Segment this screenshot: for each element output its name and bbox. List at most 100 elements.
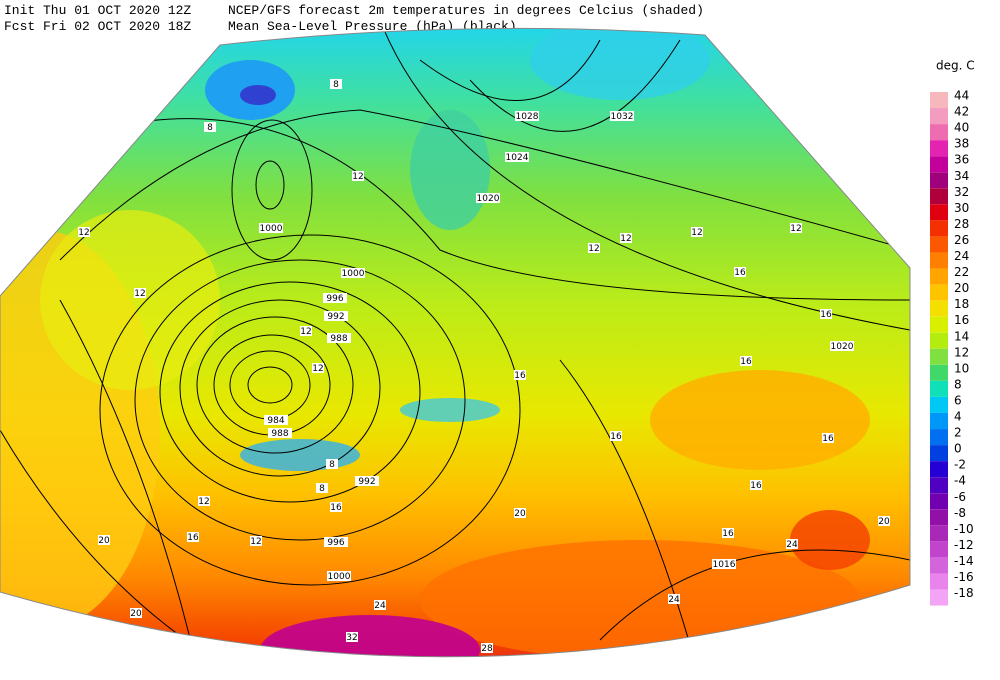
isobar-label-box xyxy=(355,476,379,486)
legend-label: 12 xyxy=(954,345,969,359)
temperature-label: 16 xyxy=(750,481,762,491)
legend-swatch xyxy=(930,493,948,510)
legend-label: -4 xyxy=(954,474,966,488)
legend-label: 10 xyxy=(954,361,969,375)
atlantic-band xyxy=(40,210,220,390)
isobar-label: 1028 xyxy=(516,112,539,122)
legend-swatch xyxy=(930,445,948,462)
isobar-label: 996 xyxy=(327,538,344,548)
isobar-label-box xyxy=(327,571,351,581)
isobar-label: 984 xyxy=(267,416,284,426)
temperature-label-box xyxy=(312,363,324,373)
temperature-label: 20 xyxy=(130,609,142,619)
isobar-label: 1000 xyxy=(342,269,365,279)
temperature-label: 12 xyxy=(691,228,702,238)
isobar-label-box xyxy=(259,223,283,233)
legend-swatch xyxy=(930,413,948,429)
legend-swatch xyxy=(930,156,948,173)
isobars xyxy=(0,28,910,657)
legend-swatch xyxy=(930,124,948,141)
temperature-label: 12 xyxy=(78,228,89,238)
isobar-label-box xyxy=(324,311,348,321)
isobar-label-box xyxy=(476,193,500,203)
legend-label: 0 xyxy=(954,442,962,456)
temperature-label: 12 xyxy=(250,537,261,547)
legend-swatch xyxy=(930,429,948,446)
legend-label: 22 xyxy=(954,265,969,279)
legend-swatch xyxy=(930,108,948,125)
temperature-label-box xyxy=(610,431,622,441)
isobar-label-box xyxy=(830,341,854,351)
temperature-label-box xyxy=(330,79,342,89)
isobar-label: 992 xyxy=(358,477,375,487)
temperature-label-box xyxy=(330,502,342,512)
temperature-label-box xyxy=(352,171,364,181)
temperature-label-box xyxy=(130,608,142,618)
temperature-label: 28 xyxy=(481,644,493,654)
legend-swatch xyxy=(930,300,948,317)
temperature-label: 12 xyxy=(312,364,323,374)
temperature-label-box xyxy=(790,223,802,233)
temperature-label: 24 xyxy=(786,540,798,550)
temperature-label-box xyxy=(740,356,752,366)
legend-swatch xyxy=(930,364,948,381)
isobar-label: 988 xyxy=(271,429,288,439)
temperature-label: 12 xyxy=(352,172,363,182)
legend-label: 38 xyxy=(954,137,969,151)
legend-swatch xyxy=(930,204,948,221)
isobar-label-box xyxy=(268,428,292,438)
legend-label: 32 xyxy=(954,185,969,199)
legend-label: 8 xyxy=(954,377,962,391)
legend-swatch xyxy=(930,92,948,108)
legend-swatch xyxy=(930,541,948,558)
temperature-label-box xyxy=(316,483,328,493)
levant-hot xyxy=(790,510,870,570)
legend-swatch xyxy=(930,461,948,478)
header-product: NCEP/GFS forecast 2m temperatures in deg… xyxy=(228,3,704,18)
legend-swatch xyxy=(930,236,948,253)
legend-swatch xyxy=(930,589,948,606)
temperature-label: 12 xyxy=(198,497,209,507)
legend-label: 16 xyxy=(954,313,969,327)
isobar-label: 1016 xyxy=(713,560,736,570)
temperature-label-box xyxy=(326,459,338,469)
temperature-label-box xyxy=(481,643,493,653)
isobar-label-box xyxy=(327,333,351,343)
temperature-label: 20 xyxy=(878,517,890,527)
temperature-label: 16 xyxy=(514,371,526,381)
temperature-label-box xyxy=(820,309,832,319)
legend-swatch xyxy=(930,380,948,397)
sahara-hot xyxy=(260,615,480,657)
legend-label: 34 xyxy=(954,169,969,183)
temperature-label-box xyxy=(668,594,680,604)
isobar-label: 996 xyxy=(326,294,343,304)
isobar-label: 1020 xyxy=(831,342,854,352)
legend-swatch xyxy=(930,509,948,526)
temperature-label-box xyxy=(198,496,210,506)
temperature-label: 24 xyxy=(374,601,386,611)
temperature-label: 12 xyxy=(620,234,631,244)
map-border xyxy=(0,27,911,658)
temperature-label-box xyxy=(250,536,262,546)
legend-label: 4 xyxy=(954,410,962,424)
legend-swatch xyxy=(930,332,948,349)
temperature-label: 16 xyxy=(187,533,199,543)
legend-swatch xyxy=(930,172,948,189)
legend-label: 40 xyxy=(954,121,969,135)
scandinavia-cool xyxy=(410,110,490,230)
map-area: 1028 1032 1024 1020 1000 1000 996 992 988 984 988 9… xyxy=(0,28,910,657)
legend-label: 44 xyxy=(954,89,969,103)
temperature-label: 16 xyxy=(822,434,834,444)
isobar-label-box xyxy=(324,537,348,547)
legend-swatch xyxy=(930,396,948,413)
temperature-label: 20 xyxy=(514,509,526,519)
temperature-label: 12 xyxy=(134,289,145,299)
legend-label: 24 xyxy=(954,249,969,263)
isobar-label-box xyxy=(515,111,539,121)
temperature-label: 16 xyxy=(820,310,832,320)
temperature-label-box xyxy=(514,508,526,518)
temperature-label-box xyxy=(98,535,110,545)
temperature-label-box xyxy=(300,326,312,336)
temperature-label-box xyxy=(346,632,358,642)
legend-label: -14 xyxy=(954,554,974,568)
